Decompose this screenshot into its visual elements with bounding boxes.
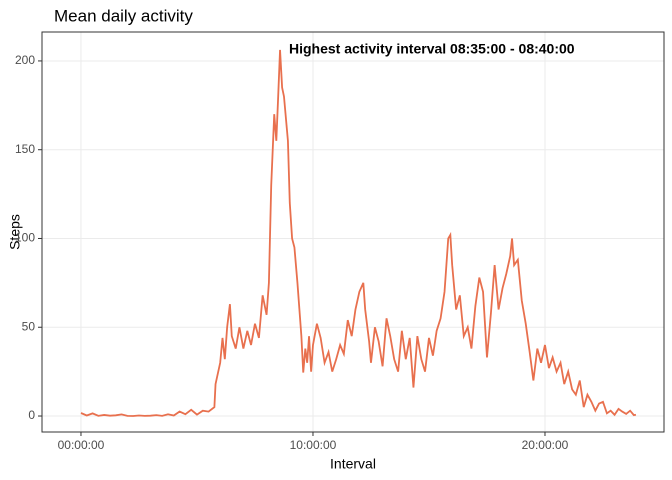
data-line <box>80 49 637 417</box>
x-tick-label: 00:00:00 <box>58 438 105 452</box>
x-axis-title: Interval <box>330 456 376 472</box>
x-tick-label: 10:00:00 <box>290 438 337 452</box>
y-tick-label: 200 <box>15 53 35 67</box>
y-axis-title: Steps <box>7 214 23 250</box>
y-tick-label: 50 <box>22 319 36 333</box>
x-tick-label: 20:00:00 <box>522 438 569 452</box>
y-tick-label: 150 <box>15 142 35 156</box>
panel-border <box>41 31 665 433</box>
y-tick-label: 100 <box>15 231 35 245</box>
chart-title: Mean daily activity <box>54 6 193 25</box>
y-tick-label: 0 <box>28 408 35 422</box>
annotation: Highest activity interval 08:35:00 - 08:… <box>289 41 575 57</box>
